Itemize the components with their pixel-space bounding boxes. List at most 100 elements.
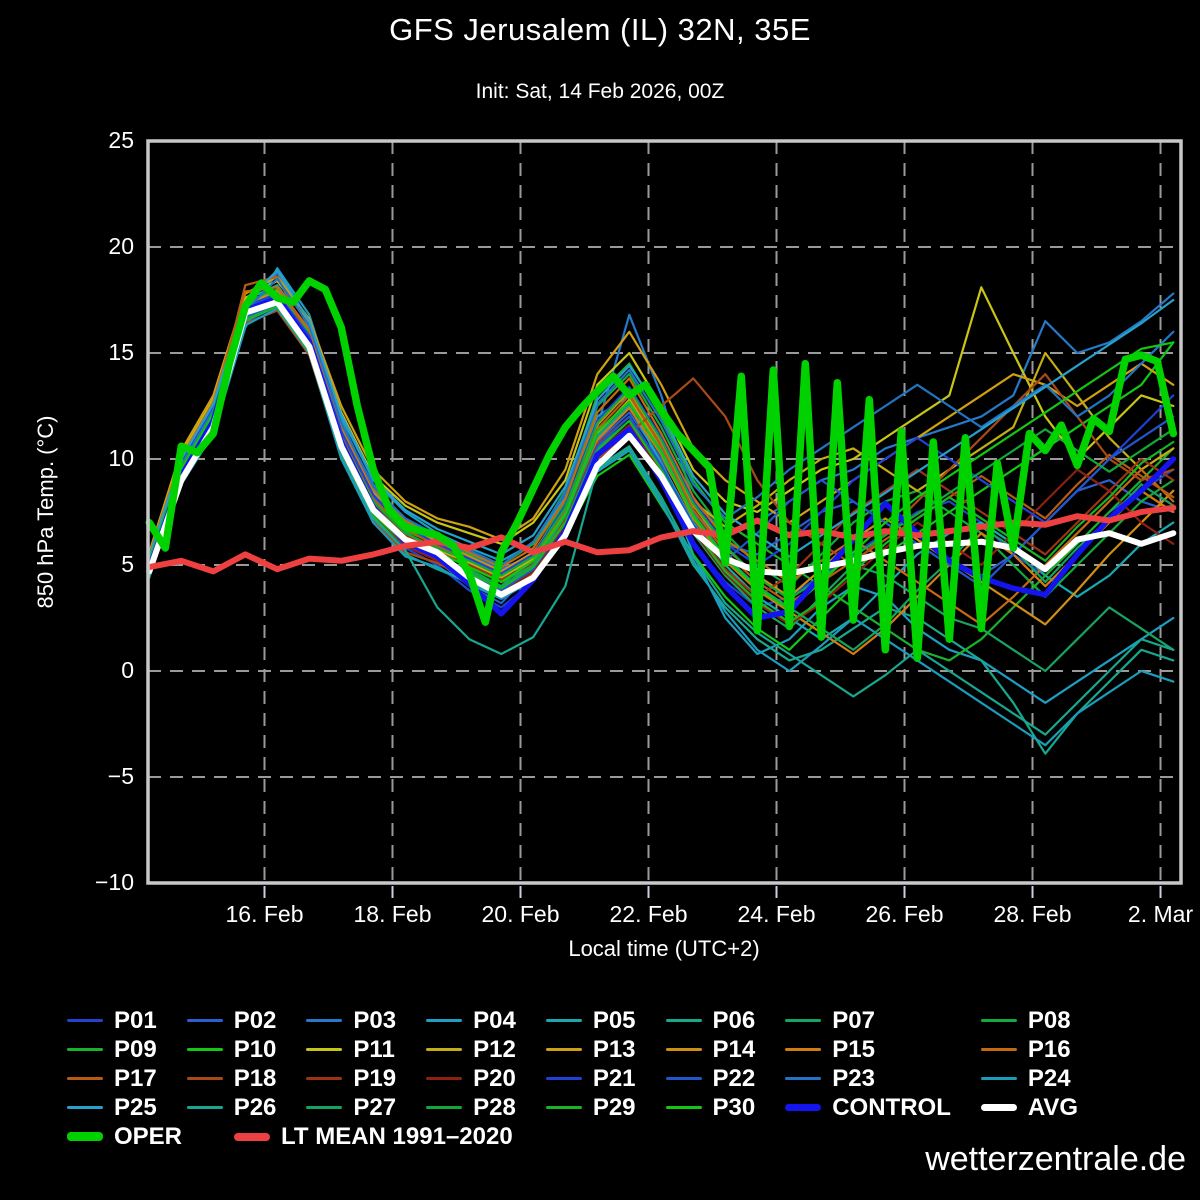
x-tick-label: 16. Feb (225, 901, 304, 927)
y-tick-label-0: 0 (121, 657, 134, 683)
legend-label: CONTROL (832, 1093, 951, 1121)
legend-line-swatch (665, 1048, 702, 1051)
legend-label: P10 (233, 1035, 277, 1063)
y-tick-label-10: 10 (108, 445, 134, 471)
legend-label: P26 (233, 1093, 277, 1121)
legend-label: LT MEAN 1991–2020 (281, 1122, 513, 1150)
legend-item-avg: AVG (980, 1093, 1079, 1122)
series-P23 (148, 277, 1175, 567)
legend-label: P18 (233, 1064, 277, 1092)
legend-line-swatch (665, 1077, 702, 1080)
legend-item-p08: P08 (980, 1006, 1078, 1035)
legend-line-swatch (67, 1048, 103, 1051)
y-tick-label-15: 15 (108, 339, 134, 365)
legend-line-swatch (186, 1048, 223, 1051)
legend-item-p09: P09 (67, 1036, 157, 1064)
legend-item-p06: P06 (665, 1007, 755, 1035)
legend-line-swatch (545, 1019, 582, 1022)
legend-line-swatch (186, 1077, 223, 1080)
x-tick-label: 18. Feb (353, 901, 432, 927)
legend-item-p28: P28 (426, 1094, 516, 1122)
series-LT MEAN 1991–2020 (146, 504, 1177, 575)
legend-label: P21 (592, 1064, 636, 1092)
legend-item-p17: P17 (67, 1065, 157, 1093)
legend-item-p03: P03 (306, 1007, 396, 1035)
legend-label: AVG (1027, 1093, 1079, 1121)
y-tick-label--5: −5 (107, 763, 134, 789)
legend-label: P09 (114, 1035, 157, 1063)
x-axis-title: Local time (UTC+2) (568, 936, 760, 961)
legend-label: P29 (592, 1093, 636, 1121)
legend-label: OPER (114, 1122, 183, 1150)
chart-legend: P01 P02 P03 P04 P05 P06 P07 P08 P09 P10 P11 P12 P13 P… (67, 1006, 1078, 1122)
legend-item-p11: P11 (306, 1036, 396, 1064)
legend-line-swatch (980, 1019, 1017, 1022)
legend-item-p27: P27 (306, 1094, 396, 1122)
legend-item-p04: P04 (426, 1007, 516, 1035)
y-axis-title: 850 hPa Temp. (°C) (33, 415, 58, 609)
legend-item-p26: P26 (186, 1093, 277, 1122)
legend-line-swatch (306, 1048, 343, 1051)
legend-label: P13 (592, 1035, 636, 1063)
legend-label: P22 (712, 1064, 756, 1092)
y-tick-label-5: 5 (121, 551, 134, 577)
legend-item-p15: P15 (785, 1036, 951, 1064)
y-tick-label-25: 25 (108, 127, 134, 153)
legend-item-p12: P12 (426, 1036, 516, 1064)
legend-label: P25 (114, 1093, 157, 1121)
legend-label: P23 (832, 1064, 875, 1092)
legend-label: P16 (1027, 1035, 1071, 1063)
legend-item-p18: P18 (186, 1064, 277, 1093)
legend-label: P02 (233, 1006, 277, 1034)
legend-item-control: CONTROL (785, 1094, 951, 1122)
legend-item-p22: P22 (665, 1064, 756, 1093)
legend-line-swatch (306, 1106, 343, 1109)
legend-line-swatch (186, 1106, 223, 1109)
legend-item-p20: P20 (426, 1065, 516, 1093)
legend-line-swatch (785, 1104, 822, 1111)
legend-line-swatch (665, 1106, 702, 1109)
legend-label: P05 (592, 1006, 636, 1034)
chart-subtitle: Init: Sat, 14 Feb 2026, 00Z (475, 80, 725, 103)
legend-item-lt-mean-1991-2020: LT MEAN 1991–2020 (234, 1123, 513, 1151)
y-tick-label-20: 20 (108, 233, 134, 259)
legend-line-swatch (426, 1048, 463, 1051)
legend-label: P30 (712, 1093, 756, 1121)
x-tick-label: 2. Mar (1127, 901, 1194, 927)
legend-line-swatch (426, 1019, 463, 1022)
legend-item-p07: P07 (785, 1007, 951, 1035)
legend-label: P08 (1027, 1006, 1071, 1034)
legend-line-swatch (306, 1019, 343, 1022)
legend-label: P11 (353, 1035, 395, 1063)
legend-line-swatch (545, 1106, 582, 1109)
y-tick-label--10: −10 (94, 869, 134, 895)
legend-line-swatch (785, 1077, 822, 1080)
x-tick-label: 22. Feb (609, 901, 688, 927)
x-tick-label: 20. Feb (481, 901, 560, 927)
legend-label: P12 (473, 1035, 516, 1063)
plot-frame (146, 139, 1183, 885)
chart-legend-highlight-row: OPER LT MEAN 1991–2020 (67, 1122, 513, 1151)
legend-item-oper: OPER (67, 1123, 182, 1151)
legend-line-swatch (67, 1077, 103, 1080)
legend-item-p02: P02 (186, 1006, 277, 1035)
legend-label: P24 (1027, 1064, 1071, 1092)
legend-line-swatch (234, 1132, 271, 1141)
legend-line-swatch (186, 1019, 223, 1022)
legend-item-p25: P25 (67, 1094, 157, 1122)
legend-line-swatch (980, 1077, 1017, 1080)
legend-line-swatch (426, 1106, 463, 1109)
series-AVG (146, 299, 1177, 598)
legend-line-swatch (545, 1077, 582, 1080)
legend-label: P01 (114, 1006, 157, 1034)
legend-item-p30: P30 (665, 1093, 756, 1122)
legend-item-p05: P05 (545, 1006, 636, 1035)
legend-item-p19: P19 (306, 1065, 396, 1093)
legend-line-swatch (785, 1048, 822, 1051)
legend-line-swatch (785, 1019, 822, 1022)
legend-line-swatch (665, 1019, 702, 1022)
legend-item-p10: P10 (186, 1035, 277, 1064)
legend-line-swatch (980, 1104, 1017, 1111)
legend-line-swatch (306, 1077, 343, 1080)
